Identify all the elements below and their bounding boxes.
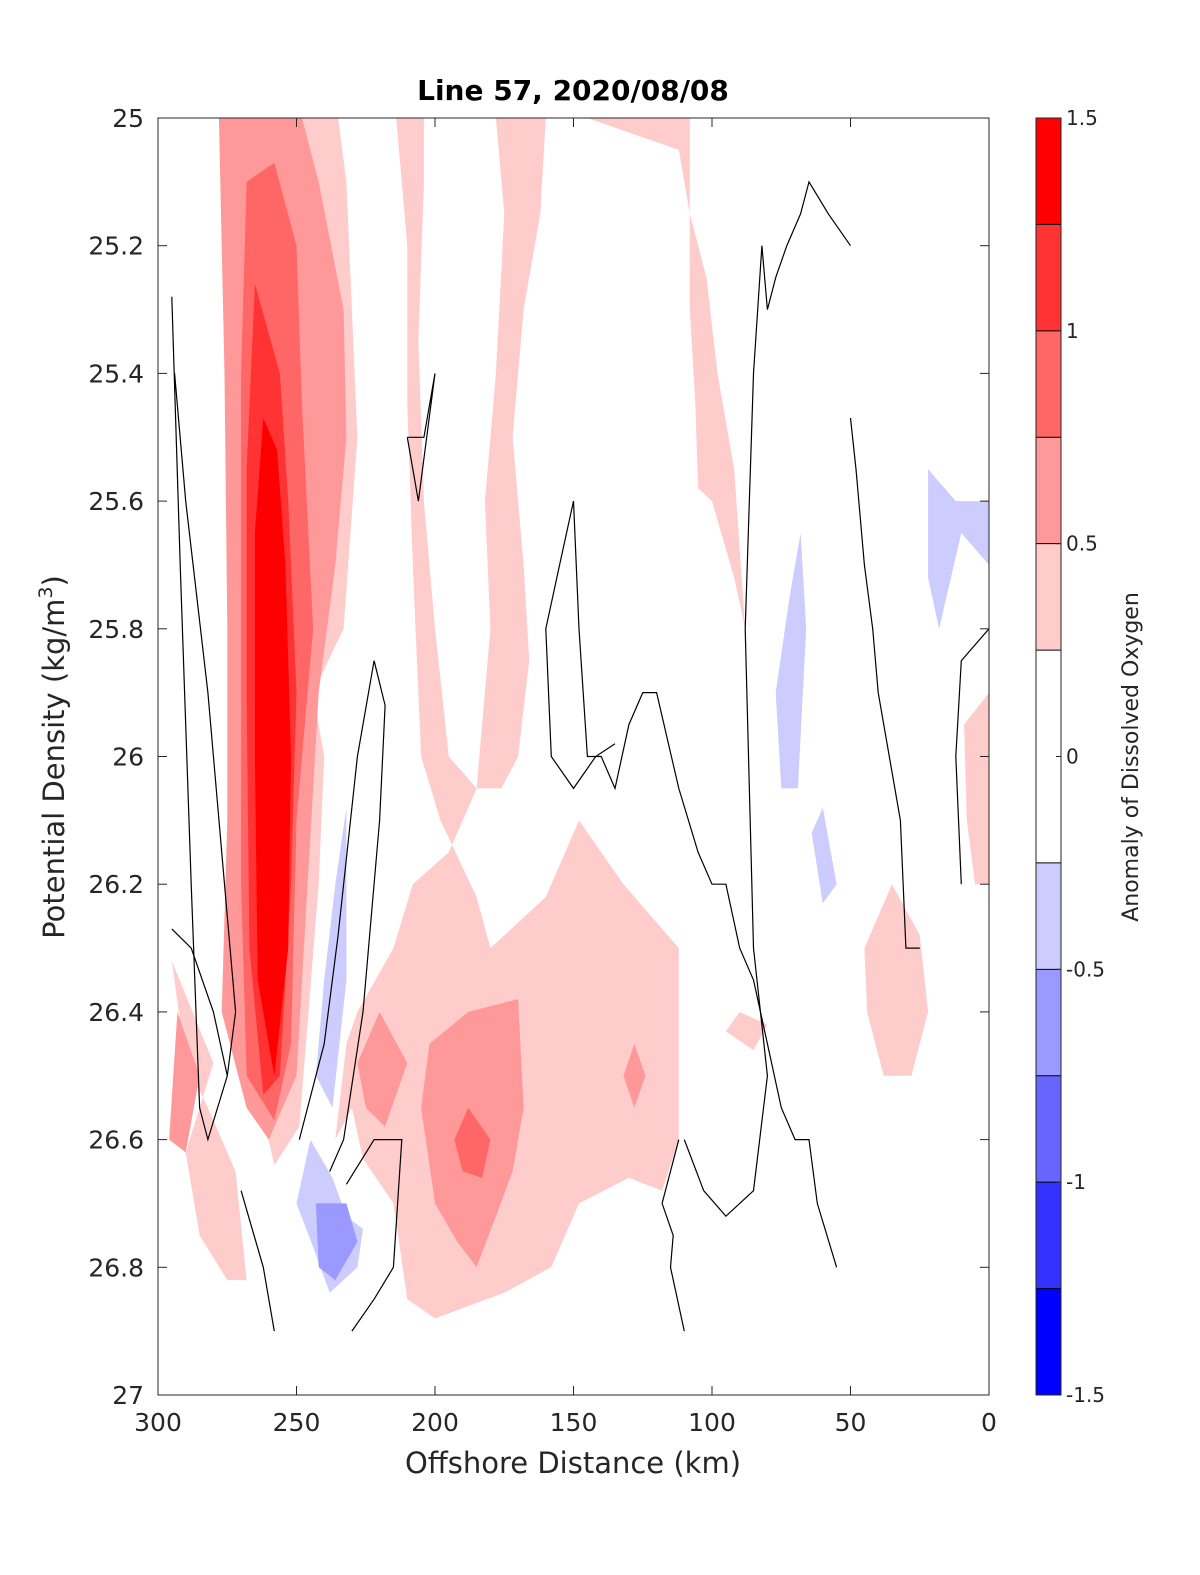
colorbar-tick-label: -1.5 — [1066, 1383, 1105, 1407]
y-tick-label: 26 — [112, 743, 144, 772]
contour-region-14 — [254, 418, 291, 1076]
y-tick-label: 25.8 — [88, 615, 144, 644]
colorbar-bin-6 — [1036, 862, 1061, 970]
contour-region-17 — [775, 533, 807, 789]
contour-region-10 — [169, 1011, 200, 1153]
contour-region-3 — [864, 884, 929, 1076]
contour-region-12 — [454, 1107, 491, 1178]
y-axis-label-close: ) — [37, 575, 71, 586]
x-axis: 300 250 200 150 100 50 0 — [134, 118, 997, 1437]
colorbar-bin-4 — [1036, 543, 1061, 651]
filled-contour-regions — [169, 118, 989, 1319]
zero-contour-4 — [345, 1138, 403, 1332]
zero-contour-8 — [683, 180, 851, 1218]
y-tick-label: 25.6 — [88, 487, 144, 516]
colorbar-tick-label: -1 — [1066, 1170, 1086, 1194]
y-axis: 25 25.2 25.4 25.6 25.8 26 26.2 26.4 26.6 26.8 27 — [88, 104, 989, 1410]
colorbar-bin-8 — [1036, 1075, 1061, 1183]
contour-region-20 — [315, 1203, 358, 1281]
y-axis-label: Potential Density (kg/m3) — [35, 575, 71, 939]
y-tick-label: 26.6 — [88, 1126, 144, 1155]
zero-contour-11 — [955, 628, 989, 885]
contour-region-9 — [623, 1043, 646, 1108]
zero-contour-10 — [849, 418, 920, 949]
colorbar-bin-9 — [1036, 1182, 1061, 1289]
colorbar-bin-7 — [1036, 969, 1061, 1076]
colorbar-bin-0 — [1036, 118, 1061, 225]
zero-contour-lines — [171, 180, 989, 1332]
colorbar-bin-10 — [1036, 1288, 1061, 1395]
zero-contour-3 — [298, 660, 386, 1172]
colorbar-tick-label: 1 — [1066, 319, 1079, 343]
contour-region-4 — [725, 1011, 768, 1051]
y-axis-label-main: Potential Density (kg/m — [37, 599, 71, 939]
zero-contour-9 — [661, 1139, 685, 1332]
zero-contour-1 — [171, 928, 228, 1076]
x-tick-label: 300 — [134, 1408, 182, 1437]
colorbar-tick-label: 0.5 — [1066, 532, 1098, 556]
y-tick-label: 25.2 — [88, 232, 144, 261]
y-tick-label: 26.2 — [88, 870, 144, 899]
colorbar-tick-label: -0.5 — [1066, 957, 1105, 981]
colorbar-bin-1 — [1036, 224, 1061, 331]
zero-contour-2 — [240, 1190, 275, 1332]
x-tick-label: 50 — [835, 1408, 867, 1437]
x-tick-label: 100 — [688, 1408, 736, 1437]
contour-region-2 — [171, 960, 247, 1281]
y-tick-label: 26.4 — [88, 998, 144, 1027]
x-tick-label: 250 — [273, 1408, 321, 1437]
x-tick-label: 200 — [411, 1408, 459, 1437]
colorbar: 1.5 1 0.5 0 -0.5 -1 -1.5 — [1035, 106, 1105, 1407]
contour-region-8 — [357, 1011, 408, 1127]
contour-region-1 — [587, 118, 746, 629]
colorbar-tick-label: 0 — [1066, 745, 1079, 769]
chart-title: Line 57, 2020/08/08 — [417, 74, 729, 107]
y-tick-label: 26.8 — [88, 1253, 144, 1282]
zero-contour-5 — [406, 373, 436, 502]
contour-region-5 — [964, 692, 989, 885]
zero-contour-7 — [545, 500, 616, 790]
colorbar-label: Anomaly of Dissolved Oxygen — [1119, 592, 1144, 922]
y-axis-label-superscript: 3 — [35, 586, 57, 598]
contour-region-19 — [928, 469, 989, 629]
zero-contour-6 — [572, 501, 838, 1268]
y-tick-label: 25 — [112, 104, 144, 133]
x-tick-label: 150 — [550, 1408, 598, 1437]
contour-region-18 — [811, 807, 837, 904]
y-tick-label: 27 — [112, 1381, 144, 1410]
x-axis-label: Offshore Distance (km) — [405, 1446, 741, 1480]
contour-region-16 — [315, 807, 347, 1108]
y-tick-label: 25.4 — [88, 359, 144, 388]
colorbar-bin-2 — [1036, 330, 1061, 438]
colorbar-tick-label: 1.5 — [1066, 106, 1098, 130]
colorbar-bin-3 — [1036, 437, 1061, 544]
x-tick-label: 0 — [981, 1408, 997, 1437]
